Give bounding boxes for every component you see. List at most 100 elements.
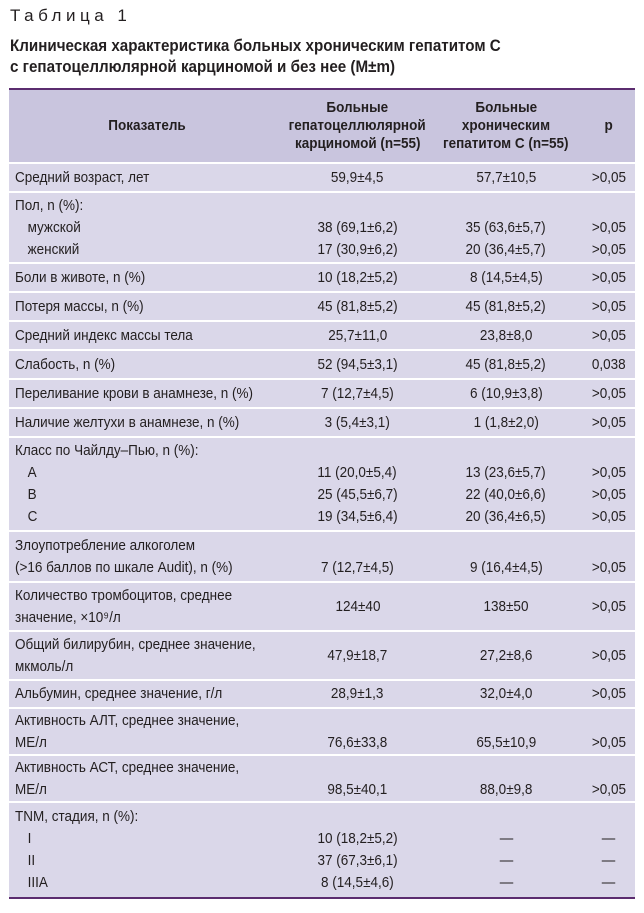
hcc-value-cell: 45 (81,8±5,2) — [285, 293, 430, 320]
cell-value: >0,05 — [591, 326, 626, 344]
hcc-value-cell: 38 (69,1±6,2) 17 (30,9±6,2) — [285, 193, 430, 262]
indicator-cell: Злоупотребление алкоголем (>16 баллов по … — [15, 532, 285, 581]
table-row: Активность АЛТ, среднее значение, МЕ/л 76… — [9, 707, 635, 754]
cell-value: 45 (81,8±5,2) — [317, 297, 398, 315]
indicator-text: мужской — [27, 218, 81, 236]
table-title-line-2: с гепатоцеллюлярной карциномой и без нее… — [10, 58, 396, 76]
hcc-value-cell: 10 (18,2±5,2) 37 (67,3±6,1) 8 (14,5±4,6) — [285, 803, 430, 897]
cell-value: 98,5±40,1 — [327, 780, 388, 798]
cell-value: 7 (12,7±4,5) — [321, 384, 394, 402]
chc-value-cell: 23,8±8,0 — [430, 322, 582, 349]
cell-value — [607, 535, 611, 557]
cell-value — [356, 195, 360, 217]
p-value-cell: >0,05 — [582, 293, 635, 320]
cell-value — [607, 440, 611, 462]
indicator-text: A — [27, 464, 37, 481]
cell-value: — — [499, 852, 513, 869]
cell-value: 37 (67,3±6,1) — [317, 852, 398, 869]
cell-value: 76,6±33,8 — [327, 733, 388, 751]
indicator-text: Средний возраст, лет — [15, 168, 150, 186]
indicator-text: Класс по Чайлду–Пью, n (%): — [15, 442, 199, 459]
cell-value: 59,9±4,5 — [331, 168, 384, 186]
cell-value: — — [499, 830, 513, 847]
cell-value: 25,7±11,0 — [328, 326, 387, 344]
cell-value — [356, 440, 360, 462]
data-table: Показатель Больные гепатоцеллюлярной кар… — [9, 88, 635, 899]
cell-value: — — [499, 874, 513, 891]
cell-value: >0,05 — [591, 413, 626, 431]
cell-value — [504, 195, 508, 217]
indicator-cell: Переливание крови в анамнезе, n (%) — [15, 380, 285, 407]
indicator-cell: Общий билирубин, среднее значение, мкмоль… — [15, 632, 285, 679]
p-value-cell: >0,05 — [582, 756, 635, 801]
chc-value-cell: 57,7±10,5 — [430, 164, 582, 191]
chc-value-cell: 65,5±10,9 — [430, 709, 582, 754]
cell-value: 52 (94,5±3,1) — [317, 355, 398, 373]
indicator-text: Общий билирубин, среднее значение, — [15, 635, 256, 653]
table-title: Клиническая характеристика больных хрони… — [10, 36, 580, 78]
cell-value: 10 (18,2±5,2) — [317, 830, 398, 847]
cell-value: 88,0±9,8 — [479, 780, 533, 798]
indicator-cell: Наличие желтухи в анамнезе, n (%) — [15, 409, 285, 436]
indicator-cell: TNM, стадия, n (%): I II IIIA — [15, 803, 285, 897]
cell-value: >0,05 — [591, 597, 626, 615]
hcc-value-cell: 98,5±40,1 — [285, 756, 430, 801]
table-row: Слабость, n (%) 52 (94,5±3,1) 45 (81,8±5,2… — [9, 349, 635, 378]
table-row: Средний возраст, лет 59,9±4,5 57,7±10,5 >0,… — [9, 162, 635, 191]
p-value-cell: >0,05 — [582, 583, 635, 630]
cell-value: 19 (34,5±6,4) — [317, 508, 398, 525]
p-value-cell: >0,05 — [582, 709, 635, 754]
indicator-text: IIIA — [27, 874, 48, 891]
cell-value: 124±40 — [335, 597, 380, 615]
table-row: Злоупотребление алкоголем (>16 баллов по … — [9, 530, 635, 581]
indicator-text: Количество тромбоцитов, среднее — [15, 586, 233, 604]
cell-value: 7 (12,7±4,5) — [321, 558, 394, 576]
chc-value-cell: 27,2±8,6 — [430, 632, 582, 679]
hcc-value-cell: 124±40 — [285, 583, 430, 630]
table-row: Переливание крови в анамнезе, n (%) 7 (12… — [9, 378, 635, 407]
chc-value-cell: 1 (1,8±2,0) — [430, 409, 582, 436]
indicator-cell: Альбумин, среднее значение, г/л — [15, 681, 285, 707]
cell-value: 10 (18,2±5,2) — [317, 268, 398, 286]
indicator-cell: Потеря массы, n (%) — [15, 293, 285, 320]
cell-value: 45 (81,8±5,2) — [465, 297, 547, 315]
cell-value: 8 (14,5±4,6) — [321, 874, 394, 891]
cell-value: — — [601, 874, 616, 891]
indicator-text: Средний индекс массы тела — [15, 326, 193, 344]
indicator-cell: Класс по Чайлду–Пью, n (%): A B C — [15, 438, 285, 530]
cell-value: 27,2±8,6 — [479, 646, 533, 664]
header-cell-hcc-group: Больные гепатоцеллюлярной карциномой (n=… — [288, 99, 427, 152]
header-cell-chc-group: Больные хроническим гепатитом С (n=55) — [443, 99, 569, 152]
cell-value: >0,05 — [591, 268, 626, 286]
cell-value — [504, 710, 508, 732]
cell-value: 65,5±10,9 — [476, 733, 536, 751]
hcc-value-cell: 3 (5,4±3,1) — [285, 409, 430, 436]
cell-value: 20 (36,4±5,7) — [465, 240, 547, 258]
cell-value: >0,05 — [591, 558, 626, 576]
cell-value: 35 (63,6±5,7) — [465, 218, 547, 236]
table-row: Класс по Чайлду–Пью, n (%): A B C 11 (20,0±… — [9, 436, 635, 530]
cell-value: >0,05 — [591, 297, 626, 315]
p-value-cell: >0,05 >0,05 — [582, 193, 635, 262]
hcc-value-cell: 59,9±4,5 — [285, 164, 430, 191]
p-value-cell: >0,05 — [582, 380, 635, 407]
indicator-text: Слабость, n (%) — [15, 355, 116, 373]
cell-value: >0,05 — [591, 218, 626, 236]
indicator-cell: Средний индекс массы тела — [15, 322, 285, 349]
indicator-text: МЕ/л — [15, 733, 47, 751]
cell-value: >0,05 — [591, 780, 626, 798]
cell-value: 32,0±4,0 — [479, 685, 533, 702]
table-row: Боли в животе, n (%) 10 (18,2±5,2) 8 (14,5… — [9, 262, 635, 291]
table-row: Пол, n (%): мужской женский 38 (69,1±6,2) 1… — [9, 191, 635, 262]
table-row: Альбумин, среднее значение, г/л 28,9±1,3 3… — [9, 679, 635, 707]
hcc-value-cell: 7 (12,7±4,5) — [285, 380, 430, 407]
table-body: Средний возраст, лет 59,9±4,5 57,7±10,5 >0,… — [9, 162, 635, 897]
indicator-text: TNM, стадия, n (%): — [15, 808, 139, 825]
cell-value: >0,05 — [591, 685, 626, 702]
indicator-text: мкмоль/л — [15, 657, 74, 675]
p-value-cell: >0,05 — [582, 632, 635, 679]
cell-value — [356, 806, 360, 828]
chc-value-cell: 13 (23,6±5,7) 22 (40,0±6,6) 20 (36,4±6,5) — [430, 438, 582, 530]
table-bottom-rule — [9, 897, 635, 899]
indicator-cell: Пол, n (%): мужской женский — [15, 193, 285, 262]
